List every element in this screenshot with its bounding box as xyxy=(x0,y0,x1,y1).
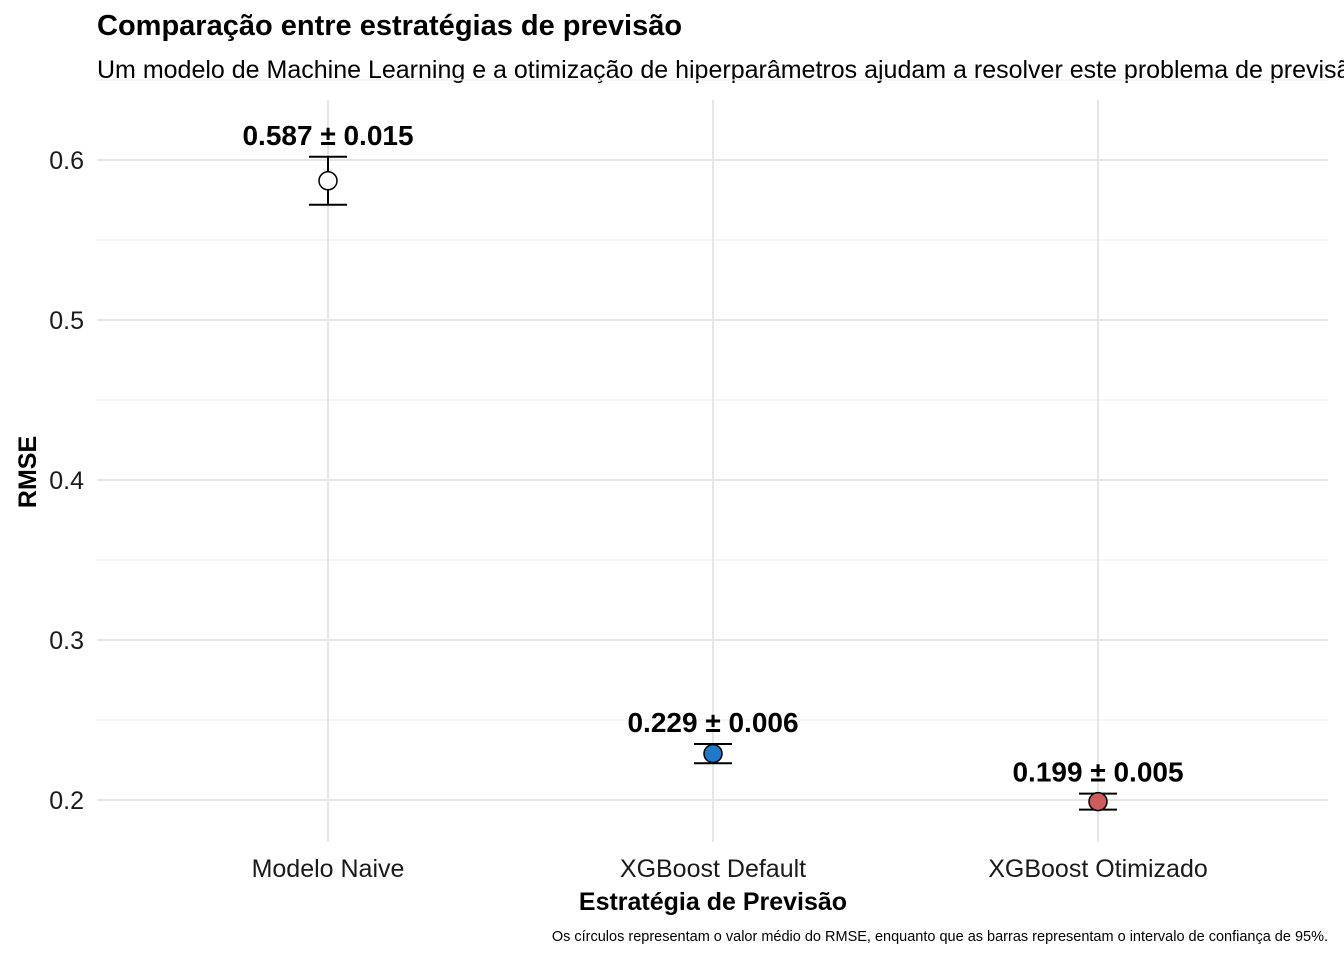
y-tick-label: 0.2 xyxy=(49,787,84,815)
data-label: 0.199 ± 0.005 xyxy=(1012,757,1183,788)
x-tick-label: Modelo Naive xyxy=(252,855,405,883)
y-tick-label: 0.6 xyxy=(49,147,84,175)
mean-points xyxy=(318,171,1108,812)
chart-subtitle: Um modelo de Machine Learning e a otimiz… xyxy=(97,56,1344,84)
data-label: 0.229 ± 0.006 xyxy=(627,707,798,738)
mean-point xyxy=(703,743,723,764)
y-tick-label: 0.5 xyxy=(49,307,84,335)
vertical-gridlines xyxy=(327,100,1099,842)
y-tick-label: 0.3 xyxy=(49,627,84,655)
chart-title: Comparação entre estratégias de previsão xyxy=(97,10,683,42)
y-tick-labels: 0.2 0.3 0.4 0.5 0.6 xyxy=(49,147,84,815)
y-axis-title: RMSE xyxy=(14,436,42,508)
x-tick-label: XGBoost Otimizado xyxy=(988,855,1208,883)
x-tick-label: XGBoost Default xyxy=(620,855,806,883)
x-tick-labels: Modelo Naive XGBoost Default XGBoost Otimi… xyxy=(252,855,1208,883)
mean-point xyxy=(1088,791,1108,812)
y-tick-label: 0.4 xyxy=(49,467,84,495)
mean-point xyxy=(318,171,338,191)
data-labels: 0.587 ± 0.015 0.229 ± 0.006 0.199 ± 0.005 xyxy=(242,120,1183,788)
chart-caption: Os círculos representam o valor médio do… xyxy=(551,929,1328,945)
data-label: 0.587 ± 0.015 xyxy=(242,120,413,151)
x-axis-title: Estratégia de Previsão xyxy=(579,888,847,916)
